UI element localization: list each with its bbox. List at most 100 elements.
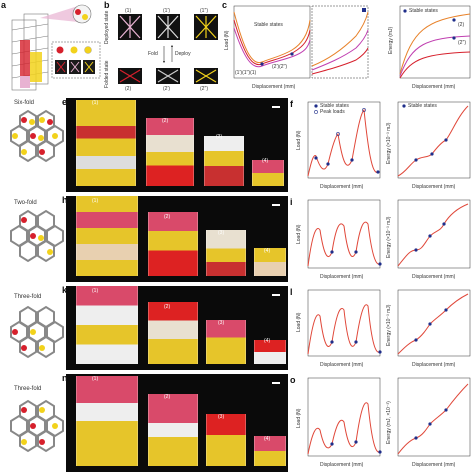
panel-label-l: l — [290, 287, 293, 297]
c-legend-stable-2: Stable states — [409, 8, 438, 14]
curve-f-load — [307, 108, 379, 177]
panel-label-k: k — [62, 285, 68, 295]
l-ylabel: Load (N) — [296, 312, 302, 332]
stage-e1: (1) — [92, 100, 99, 106]
i-xlabel: Displacement (mm) — [320, 274, 364, 280]
panel-label-a: a — [1, 0, 7, 10]
photo-n: (1) (2) (3) (4) — [66, 374, 288, 472]
i-ylabel2: Energy (×10⁻³ mJ) — [386, 216, 392, 258]
chart-block-o: o Load (N) Energy (mJ, ×10⁻³) Displaceme… — [290, 374, 474, 472]
panel-label-n: n — [62, 373, 68, 383]
lattice-tower-illustration — [11, 4, 101, 91]
curve-f-energy — [397, 105, 469, 177]
chart-o — [307, 377, 471, 457]
l-ylabel2: Energy (×10⁻³ mJ) — [386, 304, 392, 346]
panel-label-i: i — [290, 197, 293, 207]
stage-k2: (2) — [164, 304, 171, 310]
i-xlabel2: Displacement (mm) — [412, 274, 456, 280]
label-2p: (2') — [163, 86, 171, 92]
symmetry-label-1: Six-fold — [14, 100, 35, 106]
c-xlabel-2: Displacement (mm) — [412, 84, 456, 90]
symmetry-label-2: Two-fold — [14, 200, 37, 206]
stage-k3: (3) — [218, 320, 225, 326]
curve-o-load — [307, 402, 381, 455]
chart-f — [307, 101, 471, 179]
c-state-4: (2'') — [458, 40, 467, 46]
panel-label-o: o — [290, 375, 296, 385]
scale-bar-n — [272, 382, 280, 384]
deploy-label: Deploy — [175, 51, 191, 57]
curve-l-energy — [397, 293, 469, 355]
f-xlabel2: Displacement (mm) — [412, 184, 456, 190]
o-ylabel2: Energy (mJ, ×10⁻³) — [386, 401, 392, 444]
chart-block-l: l Load (N) Energy (×10⁻³ mJ) Displacemen… — [290, 286, 474, 370]
curve-c-pink — [233, 27, 311, 68]
f-ylabel2: Energy (×10⁻³ mJ) — [386, 122, 392, 164]
curve-i-energy — [397, 203, 469, 267]
c-ylabel-energy: Energy (mJ) — [388, 26, 394, 54]
cell-lattice-drawing — [119, 15, 217, 83]
c-ylabel-load: Load (N) — [224, 30, 230, 50]
panel-a: a — [0, 0, 102, 96]
label-1p: (1') — [163, 8, 171, 14]
l-xlabel2: Displacement (mm) — [412, 362, 456, 368]
symmetry-label-3: Three-fold — [14, 294, 42, 300]
curve-c-red — [233, 19, 311, 66]
stage-n2: (2) — [164, 394, 171, 400]
o-xlabel2: Displacement (mm) — [412, 462, 456, 468]
chart-l — [307, 289, 471, 357]
l-xlabel: Displacement (mm) — [320, 362, 364, 368]
photo-k: (1) (2) (3) (4) — [66, 286, 288, 370]
f-legend-stable-2: Stable states — [408, 103, 437, 109]
panel-label-h: h — [62, 195, 68, 205]
photo-e: (1) (2) (3) (4) — [66, 98, 288, 192]
panel-label-e: e — [62, 97, 68, 107]
label-2pp: (2'') — [200, 86, 209, 92]
curve-c-orange — [233, 11, 311, 64]
curve-o-energy — [397, 383, 469, 455]
scale-bar-h — [272, 204, 280, 206]
scale-bar-k — [272, 294, 280, 296]
c-xlabel: Displacement (mm) — [252, 84, 296, 90]
f-legend-stable: Stable states — [320, 103, 349, 109]
hexagon-schematics — [10, 109, 64, 453]
stage-h1: (1) — [92, 198, 99, 204]
label-1pp: (1'') — [200, 8, 209, 14]
c-legend-stable: Stable states — [254, 22, 283, 28]
stage-e2: (2) — [162, 118, 169, 124]
c-state-3: (2) — [458, 22, 465, 28]
f-ylabel: Load (N) — [296, 130, 302, 150]
chart-block-i: i Load (N) Energy (×10⁻³ mJ) Displacemen… — [290, 196, 474, 282]
f-xlabel: Displacement (mm) — [320, 184, 364, 190]
panel-label-f: f — [290, 99, 293, 109]
f-legend-peak: Peak loads — [320, 109, 345, 115]
symmetry-label-4: Three-fold — [14, 386, 42, 392]
stage-e3: (3) — [216, 134, 223, 140]
stage-e4: (4) — [262, 158, 269, 164]
chart-c-load — [233, 5, 471, 79]
stage-h4: (4) — [264, 248, 271, 254]
i-ylabel: Load (N) — [296, 224, 302, 244]
c-state-2: (2')(2'') — [272, 64, 288, 70]
fold-label: Fold — [148, 51, 158, 57]
scale-bar-e — [272, 106, 280, 108]
symmetry-column: Six-fold Two-fold Three-fold Three-fold — [0, 96, 66, 474]
curve-l-load — [307, 304, 381, 355]
o-xlabel: Displacement (mm) — [320, 462, 364, 468]
label-2: (2) — [125, 86, 132, 92]
stage-n1: (1) — [92, 376, 99, 382]
stage-n4: (4) — [264, 436, 271, 442]
panel-b: b Deployed state Folded state (1) (1') (… — [104, 0, 220, 96]
panel-label-c: c — [222, 0, 228, 10]
photo-h: (1) (2) (3) (4) — [66, 196, 288, 282]
panel-c: c Stable states Stable states Load (N) E… — [222, 0, 474, 96]
stage-k4: (4) — [264, 338, 271, 344]
stage-h3: (3) — [218, 230, 225, 236]
chart-i — [307, 199, 471, 269]
stage-h2: (2) — [164, 214, 171, 220]
label-1: (1) — [125, 8, 132, 14]
panel-label-b: b — [104, 0, 110, 10]
curve-i-load — [307, 221, 381, 267]
c-state-1: (1')(1'')(1) — [235, 70, 257, 76]
stage-k1: (1) — [92, 288, 99, 294]
